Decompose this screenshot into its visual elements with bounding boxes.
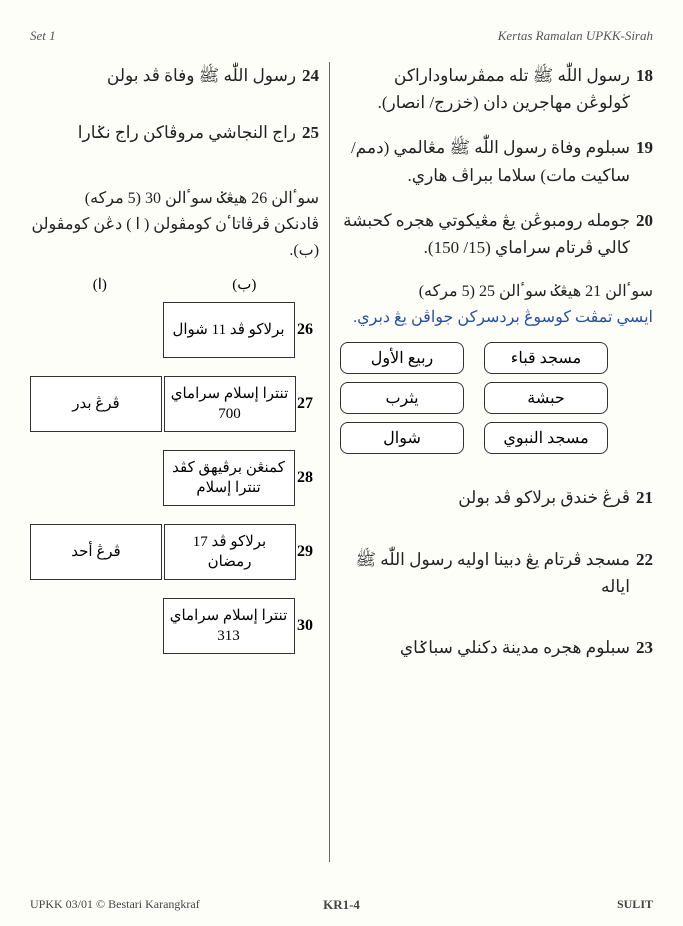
m28-b [30, 451, 160, 505]
q23-num: 23 [636, 634, 653, 661]
header-left: Set 1 [30, 28, 56, 44]
column-left: 24 رسول اللّٰه ﷺ وفاة ڤد بولن 25 راج الن… [30, 62, 329, 862]
m27-a: تنترا إسلام سراماي 700 [164, 376, 296, 432]
footer-left: UPKK 03/01 © Bestari Karangkraf [30, 897, 200, 912]
m27-b: ڤرڠ بدر [30, 376, 162, 432]
m28-num: 28 [297, 469, 319, 487]
q25-text: راج النجاشي مروڤاكن راج نݢارا [30, 119, 296, 146]
q24-num: 24 [302, 62, 319, 89]
m26-b [30, 303, 160, 357]
right-instr-a: سوٴالن 21 هيڠݢ سوٴالن 25 (5 مركه) [340, 279, 653, 305]
q23-text: سبلوم هجره مدينة دكنلي سباݢاي [340, 634, 630, 661]
match-head-b: (ب) [232, 275, 256, 294]
q19-text: سبلوم وفاة رسول اللّٰه ﷺ مڠالمي (دمم/ سا… [340, 134, 630, 188]
left-instr-a: سوٴالن 26 هيڠݢ سوٴالن 30 (5 مركه) [30, 186, 319, 212]
m29-a: برلاكو ڤد 17 رمضان [164, 524, 296, 580]
m30-b [30, 599, 160, 653]
m29-num: 29 [297, 543, 319, 561]
q18-text: رسول اللّٰه ﷺ تله ممڤرساوداراكن ڬولوڠن م… [340, 62, 630, 116]
column-right: 18 رسول اللّٰه ﷺ تله ممڤرساوداراكن ڬولوڠ… [329, 62, 653, 862]
q22-num: 22 [636, 546, 653, 573]
m26-a: برلاكو ڤد 11 شوال [163, 302, 295, 358]
choice-0-0: مسجد قباء [484, 342, 608, 374]
q21-num: 21 [636, 484, 653, 511]
m30-num: 30 [297, 617, 319, 635]
choice-2-0: مسجد النبوي [484, 422, 608, 454]
choice-1-1: يثرب [340, 382, 464, 414]
right-instr-b: ايسي تمڤت كوسوڠ بردسركن جواڤن يڠ دبري. [340, 305, 653, 331]
q20-num: 20 [636, 207, 653, 234]
m29-b: ڤرڠ أحد [30, 524, 162, 580]
m27-num: 27 [297, 395, 319, 413]
header-right: Kertas Ramalan UPKK-Sirah [498, 28, 653, 44]
q18-num: 18 [636, 62, 653, 89]
choice-2-1: شوال [340, 422, 464, 454]
m30-a: تنترا إسلام سراماي 313 [163, 598, 295, 654]
q20-text: جومله رومبوڠن يڠ مڠيكوتي هجره كحبشة كالي… [340, 207, 630, 261]
m28-a: كمنڠن برڤيهق كڤد تنترا إسلام [163, 450, 295, 506]
choice-1-0: حبشة [484, 382, 608, 414]
q24-text: رسول اللّٰه ﷺ وفاة ڤد بولن [30, 62, 296, 89]
footer-right: SULIT [617, 897, 653, 912]
q19-num: 19 [636, 134, 653, 161]
match-head-a: (ا) [93, 275, 107, 294]
q25-num: 25 [302, 119, 319, 146]
q21-text: ڤرڠ خندق برلاكو ڤد بولن [340, 484, 630, 511]
left-instr-b: ڤادنكن ڤرڤاتاٴن كومڤولن ( ا ) دڠن كومڤول… [30, 212, 319, 263]
m26-num: 26 [297, 321, 319, 339]
q22-text: مسجد ڤرتام يڠ دبينا اوليه رسول اللّٰه ﷺ … [340, 546, 630, 600]
footer-mid: KR1-4 [323, 897, 360, 913]
choice-0-1: ربيع الأول [340, 342, 464, 374]
